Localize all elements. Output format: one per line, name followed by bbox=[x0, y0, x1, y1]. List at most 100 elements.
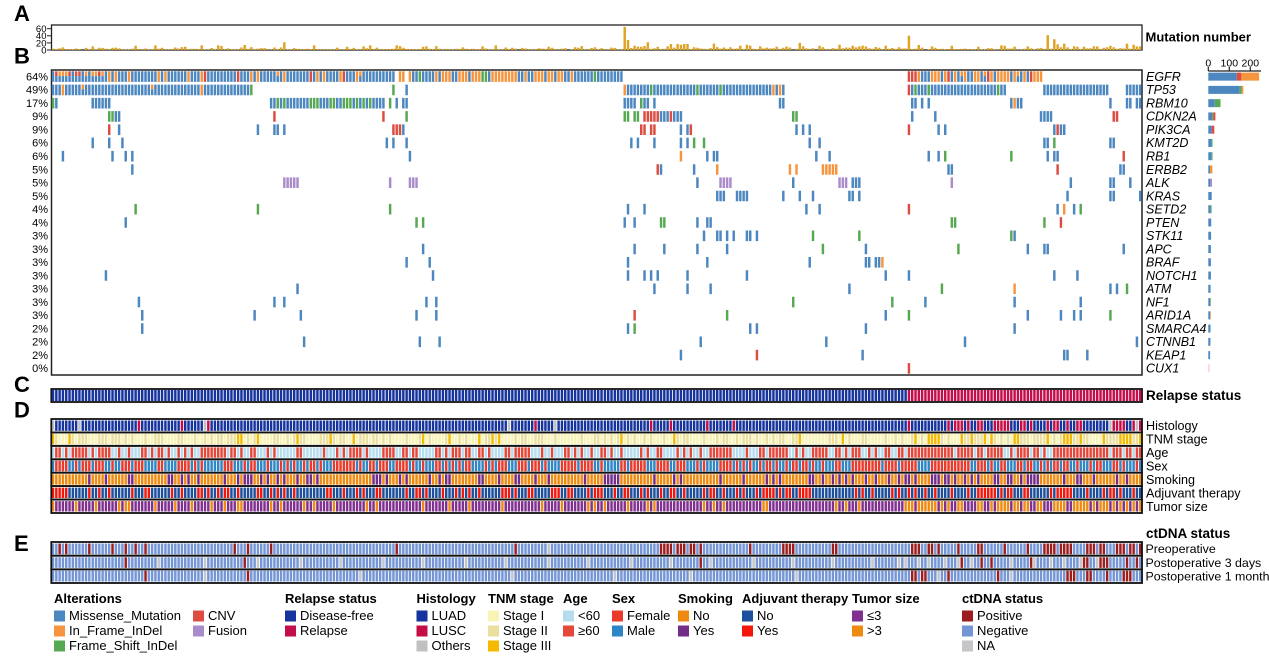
svg-text:KRAS: KRAS bbox=[1146, 189, 1181, 203]
svg-text:3%: 3% bbox=[32, 231, 48, 243]
svg-text:40: 40 bbox=[36, 31, 47, 42]
svg-text:CDKN2A: CDKN2A bbox=[1146, 110, 1197, 124]
svg-text:Positive: Positive bbox=[977, 608, 1023, 623]
svg-text:60: 60 bbox=[36, 24, 47, 35]
svg-text:Histology: Histology bbox=[1146, 419, 1198, 433]
svg-text:ctDNA status: ctDNA status bbox=[1146, 526, 1230, 541]
svg-text:3%: 3% bbox=[32, 270, 48, 282]
svg-text:Age: Age bbox=[563, 591, 588, 606]
svg-text:6%: 6% bbox=[32, 138, 48, 150]
svg-text:TP53: TP53 bbox=[1146, 83, 1176, 97]
svg-text:Relapse status: Relapse status bbox=[285, 591, 377, 606]
svg-text:E: E bbox=[14, 531, 29, 556]
svg-text:3%: 3% bbox=[32, 257, 48, 269]
svg-text:9%: 9% bbox=[32, 111, 48, 123]
svg-text:NF1: NF1 bbox=[1146, 295, 1170, 309]
svg-text:LUAD: LUAD bbox=[432, 608, 467, 623]
svg-text:20: 20 bbox=[36, 38, 47, 49]
svg-text:A: A bbox=[14, 1, 30, 26]
svg-text:RB1: RB1 bbox=[1146, 150, 1170, 164]
svg-text:17%: 17% bbox=[26, 98, 48, 110]
svg-text:NA: NA bbox=[977, 638, 995, 653]
svg-text:PIK3CA: PIK3CA bbox=[1146, 123, 1190, 137]
svg-text:Female: Female bbox=[627, 608, 670, 623]
svg-text:TNM stage: TNM stage bbox=[1146, 433, 1208, 447]
svg-text:CTNNB1: CTNNB1 bbox=[1146, 335, 1196, 349]
svg-text:2%: 2% bbox=[32, 323, 48, 335]
svg-text:Adjuvant therapy: Adjuvant therapy bbox=[742, 591, 849, 606]
svg-text:Tumor size: Tumor size bbox=[852, 591, 920, 606]
svg-text:2%: 2% bbox=[32, 337, 48, 349]
svg-text:Disease-free: Disease-free bbox=[300, 608, 374, 623]
svg-text:2%: 2% bbox=[32, 350, 48, 362]
svg-text:EGFR: EGFR bbox=[1146, 70, 1181, 84]
svg-text:Male: Male bbox=[627, 623, 655, 638]
svg-text:No: No bbox=[693, 608, 710, 623]
svg-text:3%: 3% bbox=[32, 284, 48, 296]
svg-text:LUSC: LUSC bbox=[432, 623, 467, 638]
svg-text:Frame_Shift_InDel: Frame_Shift_InDel bbox=[69, 638, 177, 653]
svg-text:9%: 9% bbox=[32, 125, 48, 137]
svg-text:Relapse status: Relapse status bbox=[1146, 388, 1241, 403]
svg-text:CNV: CNV bbox=[208, 608, 236, 623]
svg-text:Fusion: Fusion bbox=[208, 623, 247, 638]
svg-text:Others: Others bbox=[432, 638, 472, 653]
svg-text:KMT2D: KMT2D bbox=[1146, 136, 1188, 150]
svg-text:5%: 5% bbox=[32, 178, 48, 190]
svg-text:Relapse: Relapse bbox=[300, 623, 348, 638]
svg-text:BRAF: BRAF bbox=[1146, 256, 1181, 270]
svg-text:APC: APC bbox=[1145, 242, 1173, 256]
svg-text:3%: 3% bbox=[32, 297, 48, 309]
svg-text:Stage I: Stage I bbox=[503, 608, 544, 623]
svg-text:Smoking: Smoking bbox=[1146, 473, 1195, 487]
svg-text:Stage III: Stage III bbox=[503, 638, 551, 653]
svg-text:CUX1: CUX1 bbox=[1146, 362, 1179, 376]
svg-text:ALK: ALK bbox=[1145, 176, 1170, 190]
svg-text:Postoperative 1 month: Postoperative 1 month bbox=[1146, 570, 1269, 584]
svg-text:Histology: Histology bbox=[417, 591, 477, 606]
svg-text:In_Frame_InDel: In_Frame_InDel bbox=[69, 623, 162, 638]
svg-text:STK11: STK11 bbox=[1146, 229, 1183, 243]
svg-text:Alterations: Alterations bbox=[54, 591, 122, 606]
svg-text:4%: 4% bbox=[32, 217, 48, 229]
svg-text:5%: 5% bbox=[32, 191, 48, 203]
svg-text:TNM stage: TNM stage bbox=[488, 591, 554, 606]
svg-text:SMARCA4: SMARCA4 bbox=[1146, 322, 1206, 336]
svg-text:0%: 0% bbox=[32, 363, 48, 375]
svg-text:Preoperative: Preoperative bbox=[1146, 542, 1216, 556]
svg-text:Stage II: Stage II bbox=[503, 623, 548, 638]
svg-text:KEAP1: KEAP1 bbox=[1146, 348, 1186, 362]
svg-text:4%: 4% bbox=[32, 204, 48, 216]
svg-text:0: 0 bbox=[41, 45, 46, 56]
svg-text:64%: 64% bbox=[26, 71, 48, 83]
svg-text:Yes: Yes bbox=[693, 623, 715, 638]
svg-text:ERBB2: ERBB2 bbox=[1146, 163, 1187, 177]
svg-text:Missense_Mutation: Missense_Mutation bbox=[69, 608, 181, 623]
svg-text:ctDNA status: ctDNA status bbox=[962, 591, 1043, 606]
svg-text:Smoking: Smoking bbox=[678, 591, 733, 606]
svg-text:NOTCH1: NOTCH1 bbox=[1146, 269, 1197, 283]
svg-text:B: B bbox=[14, 44, 30, 69]
svg-text:PTEN: PTEN bbox=[1146, 216, 1180, 230]
svg-text:Sex: Sex bbox=[612, 591, 636, 606]
svg-text:6%: 6% bbox=[32, 151, 48, 163]
svg-text:5%: 5% bbox=[32, 164, 48, 176]
svg-text:RBM10: RBM10 bbox=[1146, 97, 1188, 111]
svg-text:Postoperative 3 days: Postoperative 3 days bbox=[1146, 556, 1262, 570]
svg-text:Negative: Negative bbox=[977, 623, 1028, 638]
svg-text:ATM: ATM bbox=[1145, 282, 1172, 296]
svg-text:Tumor size: Tumor size bbox=[1146, 500, 1208, 514]
svg-text:<60: <60 bbox=[578, 608, 600, 623]
svg-text:200: 200 bbox=[1242, 58, 1260, 70]
svg-text:>3: >3 bbox=[867, 623, 882, 638]
svg-text:100: 100 bbox=[1221, 58, 1239, 70]
svg-text:D: D bbox=[14, 398, 30, 423]
svg-text:≤3: ≤3 bbox=[867, 608, 881, 623]
svg-text:Mutation number: Mutation number bbox=[1146, 30, 1251, 45]
svg-text:ARID1A: ARID1A bbox=[1145, 309, 1191, 323]
svg-text:0: 0 bbox=[1205, 58, 1211, 70]
svg-text:Yes: Yes bbox=[757, 623, 779, 638]
svg-text:3%: 3% bbox=[32, 310, 48, 322]
svg-text:No: No bbox=[757, 608, 774, 623]
svg-text:Age: Age bbox=[1146, 446, 1168, 460]
